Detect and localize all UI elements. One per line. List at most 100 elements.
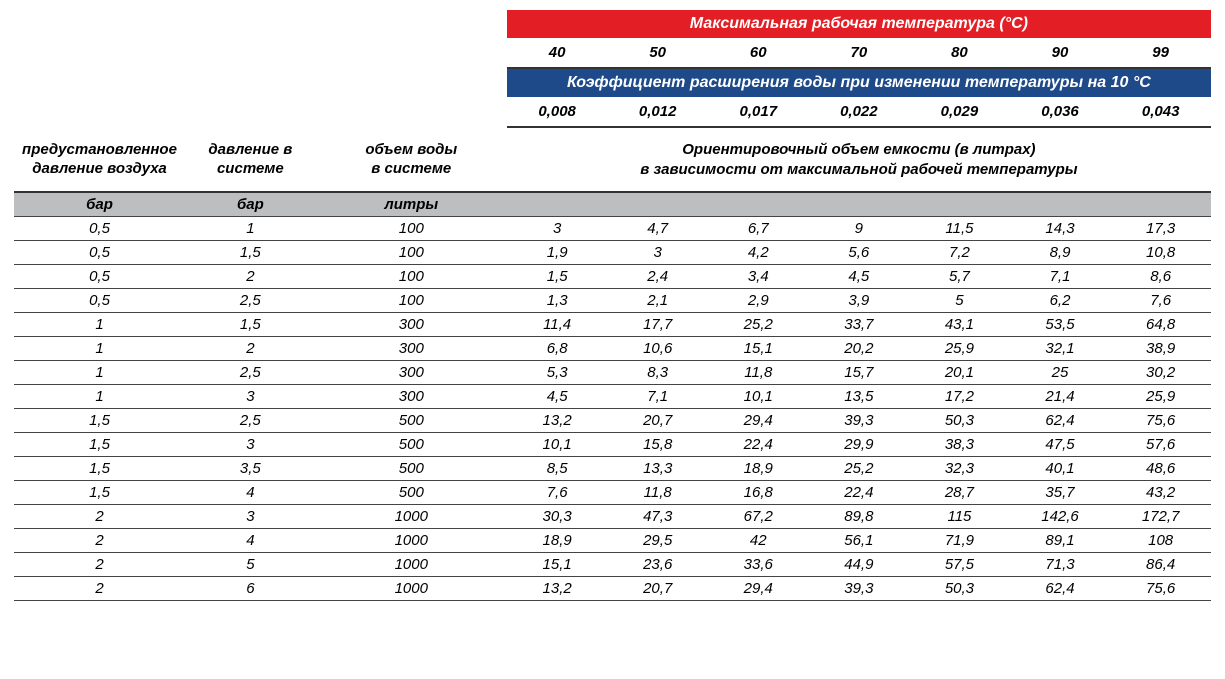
- table-cell: 1000: [316, 577, 507, 601]
- table-cell: 29,4: [708, 577, 809, 601]
- table-cell: 6,8: [507, 337, 608, 361]
- table-cell: 89,8: [809, 505, 910, 529]
- table-cell: 2: [14, 505, 185, 529]
- table-cell: 1,5: [507, 265, 608, 289]
- table-cell: 13,3: [607, 457, 708, 481]
- units-row: бар бар литры: [14, 192, 1211, 217]
- table-cell: 1000: [316, 505, 507, 529]
- table-cell: 35,7: [1010, 481, 1111, 505]
- table-row: 0,52,51001,32,12,93,956,27,6: [14, 289, 1211, 313]
- table-cell: 62,4: [1010, 409, 1111, 433]
- table-cell: 1,3: [507, 289, 608, 313]
- table-row: 0,5110034,76,7911,514,317,3: [14, 217, 1211, 241]
- table-cell: 32,3: [909, 457, 1010, 481]
- coef-cell: 0,036: [1010, 97, 1111, 127]
- table-cell: 300: [316, 337, 507, 361]
- table-cell: 3,5: [185, 457, 316, 481]
- text-line: в зависимости от максимальной рабочей те…: [640, 161, 1077, 178]
- table-cell: 1: [14, 337, 185, 361]
- table-row: 0,521001,52,43,44,55,77,18,6: [14, 265, 1211, 289]
- coef-cell: 0,043: [1110, 97, 1211, 127]
- table-cell: 2,5: [185, 361, 316, 385]
- table-cell: 75,6: [1110, 577, 1211, 601]
- table-row: 11,530011,417,725,233,743,153,564,8: [14, 313, 1211, 337]
- table-cell: 30,2: [1110, 361, 1211, 385]
- table-cell: 11,5: [909, 217, 1010, 241]
- table-cell: 17,7: [607, 313, 708, 337]
- table-cell: 5,3: [507, 361, 608, 385]
- table-cell: 1,5: [185, 313, 316, 337]
- table-cell: 10,6: [607, 337, 708, 361]
- table-cell: 43,2: [1110, 481, 1211, 505]
- table-cell: 115: [909, 505, 1010, 529]
- table-cell: 8,6: [1110, 265, 1211, 289]
- table-cell: 7,1: [1010, 265, 1111, 289]
- unit-col1: бар: [14, 192, 185, 217]
- table-cell: 39,3: [809, 409, 910, 433]
- col2-label: давление в системе: [185, 127, 316, 192]
- table-cell: 2,5: [185, 409, 316, 433]
- table-cell: 10,1: [507, 433, 608, 457]
- table-cell: 18,9: [708, 457, 809, 481]
- table-cell: 20,7: [607, 409, 708, 433]
- table-cell: 20,7: [607, 577, 708, 601]
- table-cell: 28,7: [909, 481, 1010, 505]
- table-cell: 300: [316, 385, 507, 409]
- max-temp-title: Максимальная рабочая температура (°C): [507, 10, 1211, 38]
- table-cell: 7,6: [507, 481, 608, 505]
- temp-cell: 99: [1110, 38, 1211, 68]
- table-cell: 1,5: [14, 457, 185, 481]
- table-row: 23100030,347,367,289,8115142,6172,7: [14, 505, 1211, 529]
- table-cell: 40,1: [1010, 457, 1111, 481]
- table-cell: 10,1: [708, 385, 809, 409]
- column-labels-row: предустановленное давление воздуха давле…: [14, 127, 1211, 192]
- temp-cell: 70: [809, 38, 910, 68]
- coef-cell: 0,008: [507, 97, 608, 127]
- table-row: 1,53,55008,513,318,925,232,340,148,6: [14, 457, 1211, 481]
- table-cell: 2,1: [607, 289, 708, 313]
- table-cell: 1: [185, 217, 316, 241]
- table-cell: 2: [185, 337, 316, 361]
- table-cell: 5,7: [909, 265, 1010, 289]
- table-row: 1,52,550013,220,729,439,350,362,475,6: [14, 409, 1211, 433]
- table-cell: 25,9: [909, 337, 1010, 361]
- table-cell: 0,5: [14, 289, 185, 313]
- table-cell: 1000: [316, 553, 507, 577]
- table-cell: 15,1: [708, 337, 809, 361]
- table-cell: 7,2: [909, 241, 1010, 265]
- table-row: 0,51,51001,934,25,67,28,910,8: [14, 241, 1211, 265]
- table-cell: 142,6: [1010, 505, 1111, 529]
- table-cell: 22,4: [809, 481, 910, 505]
- table-row: 24100018,929,54256,171,989,1108: [14, 529, 1211, 553]
- table-cell: 25,2: [809, 457, 910, 481]
- table-cell: 1000: [316, 529, 507, 553]
- expansion-title: Коэффициент расширения воды при изменени…: [507, 68, 1211, 97]
- table-cell: 18,9: [507, 529, 608, 553]
- table-cell: 4: [185, 529, 316, 553]
- table-cell: 43,1: [909, 313, 1010, 337]
- temp-cell: 90: [1010, 38, 1111, 68]
- text-line: в системе: [371, 160, 451, 177]
- table-cell: 8,5: [507, 457, 608, 481]
- table-cell: 2,5: [185, 289, 316, 313]
- table-cell: 1,9: [507, 241, 608, 265]
- table-cell: 53,5: [1010, 313, 1111, 337]
- table-cell: 172,7: [1110, 505, 1211, 529]
- coef-cell: 0,012: [607, 97, 708, 127]
- table-cell: 100: [316, 241, 507, 265]
- table-cell: 44,9: [809, 553, 910, 577]
- table-row: 1,545007,611,816,822,428,735,743,2: [14, 481, 1211, 505]
- table-cell: 30,3: [507, 505, 608, 529]
- text-line: объем воды: [365, 141, 457, 158]
- table-cell: 4,5: [809, 265, 910, 289]
- table-cell: 71,9: [909, 529, 1010, 553]
- table-cell: 108: [1110, 529, 1211, 553]
- table-cell: 2: [185, 265, 316, 289]
- table-cell: 1,5: [14, 433, 185, 457]
- expansion-header-row: Коэффициент расширения воды при изменени…: [14, 68, 1211, 97]
- table-cell: 32,1: [1010, 337, 1111, 361]
- max-temp-header-row: Максимальная рабочая температура (°C): [14, 10, 1211, 38]
- table-row: 25100015,123,633,644,957,571,386,4: [14, 553, 1211, 577]
- table-cell: 2: [14, 529, 185, 553]
- unit-col3: литры: [316, 192, 507, 217]
